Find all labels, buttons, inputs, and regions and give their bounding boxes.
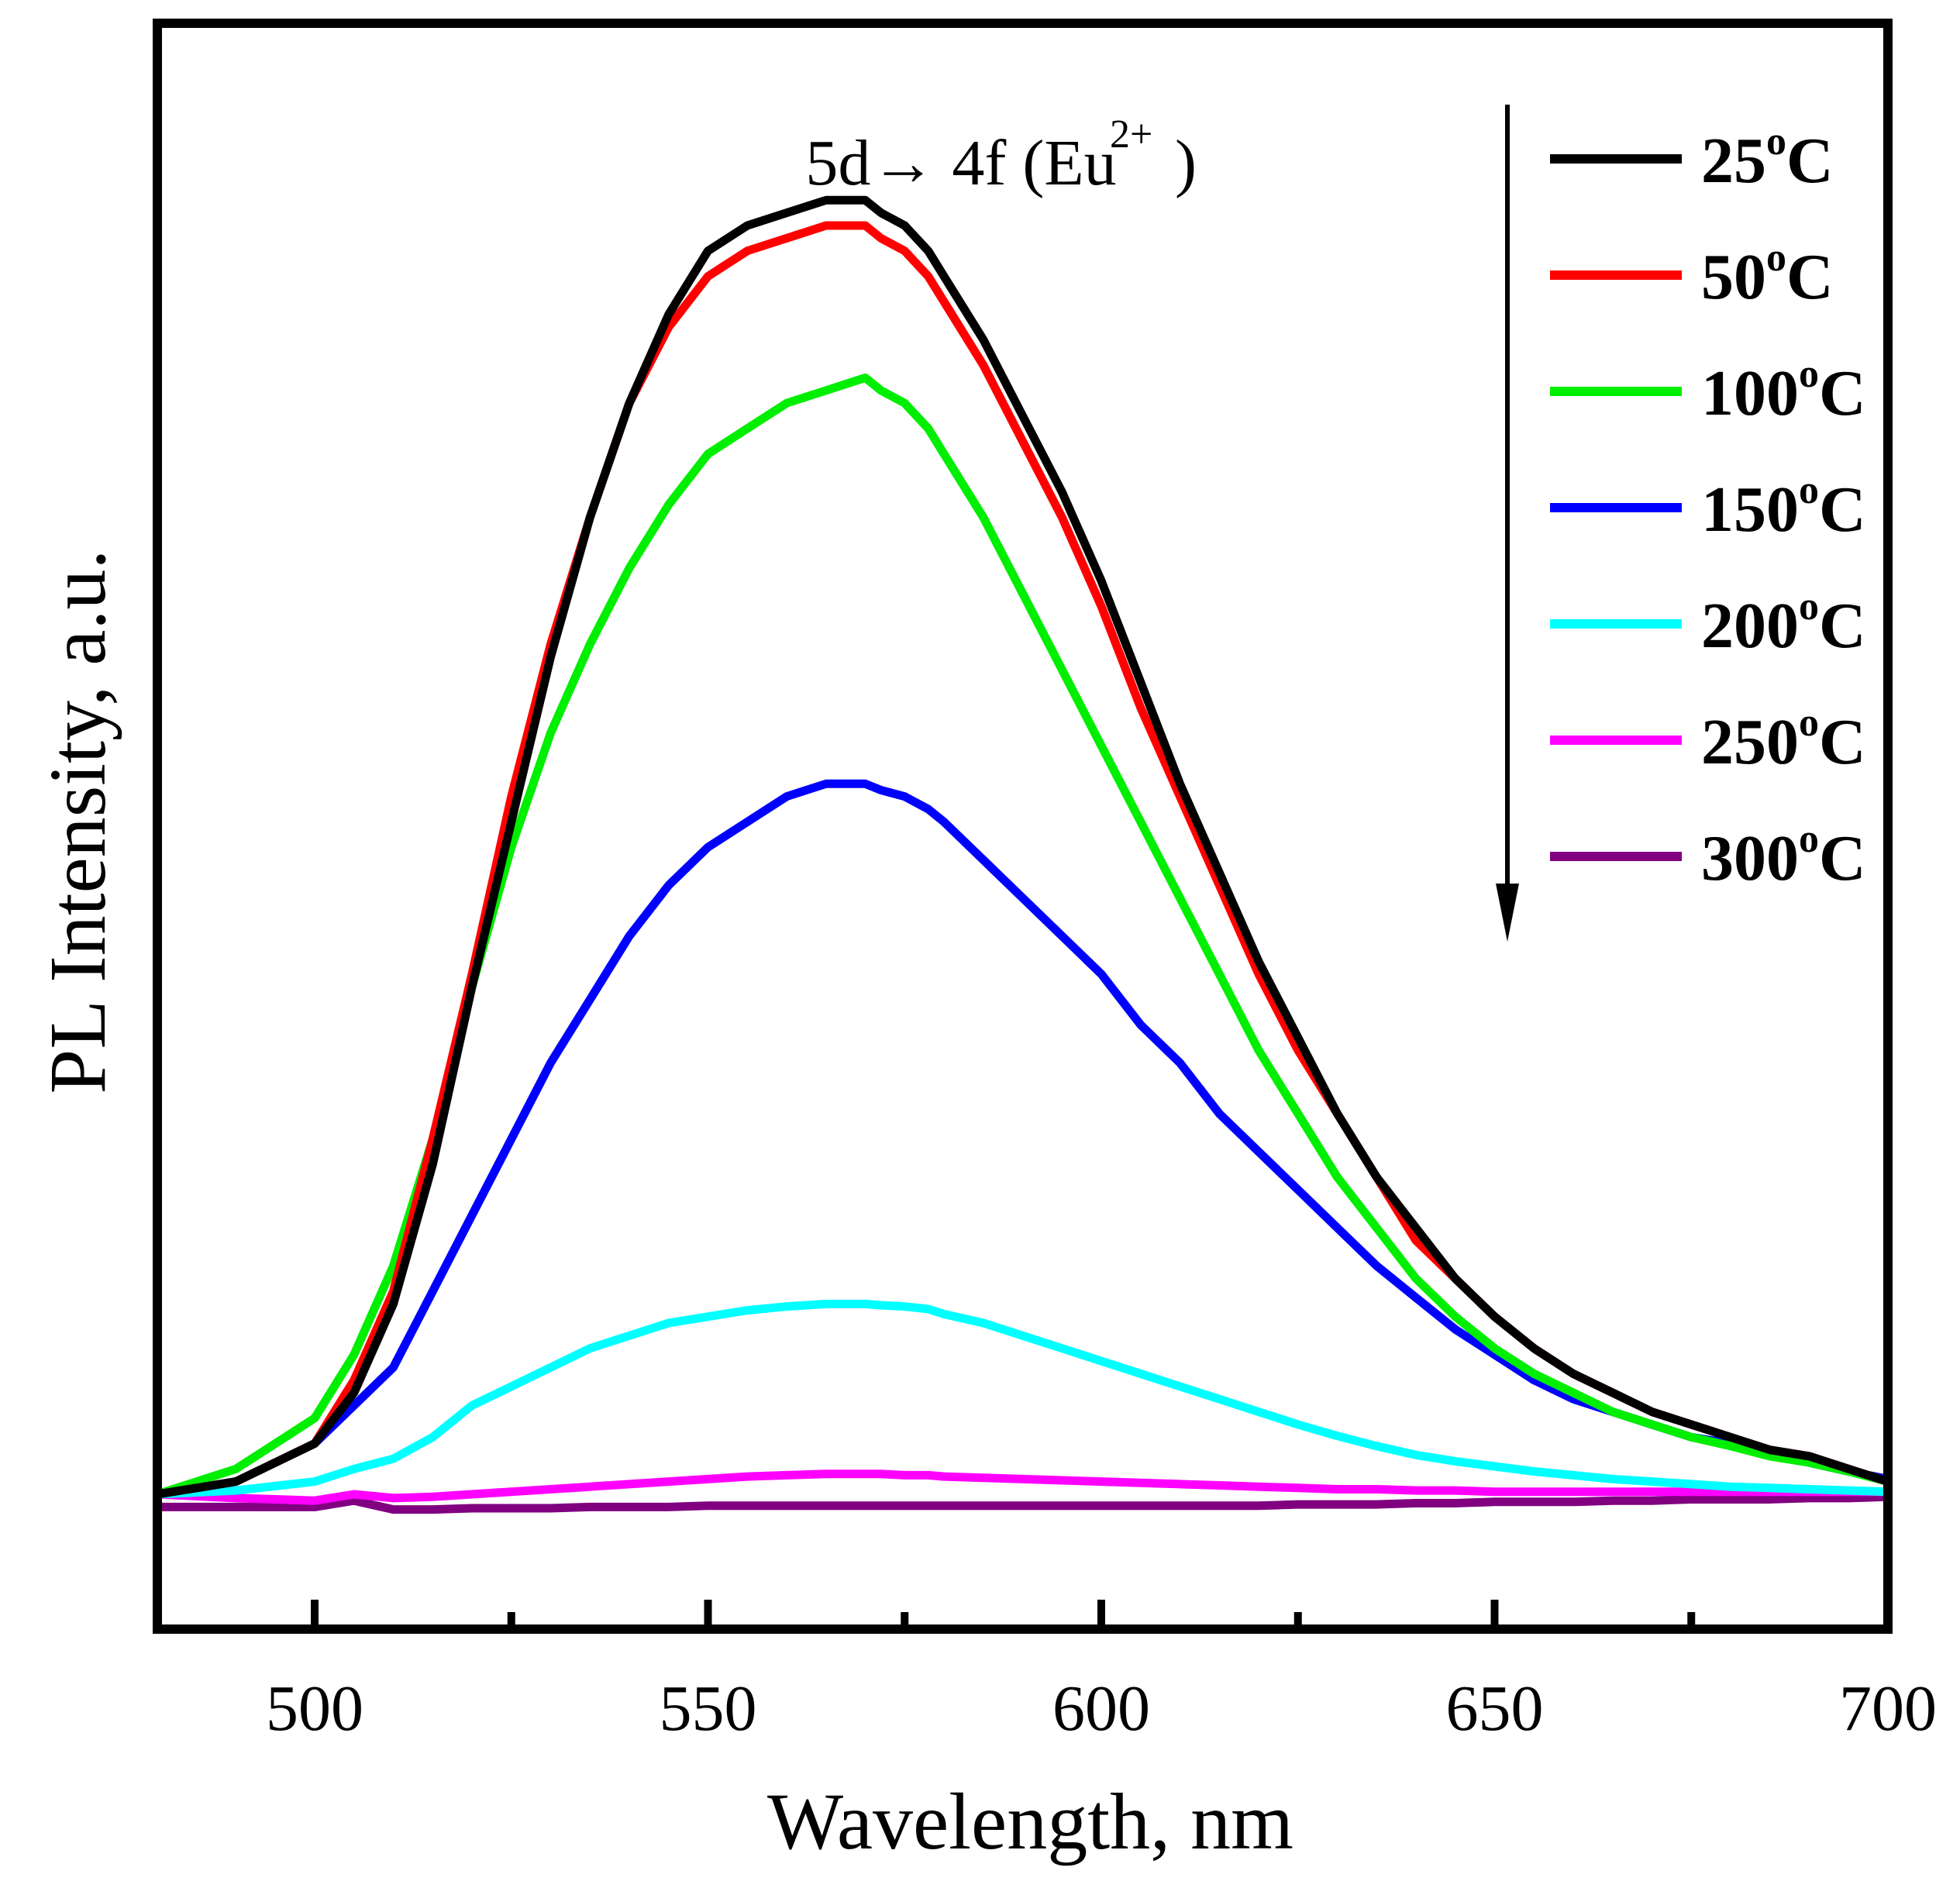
annotation: 5d→ 4f (Eu 2+ ) — [805, 112, 1197, 199]
annotation-close-paren: ) — [1175, 127, 1197, 199]
legend: 25oC 50oC 100oC 150oC 200oC 250oC 300oC — [1550, 119, 1866, 894]
plot-frame — [153, 19, 1893, 1634]
legend-label-300: 300oC — [1701, 817, 1866, 894]
annotation-superscript: 2+ — [1110, 112, 1152, 157]
legend-label-25: 25oC — [1701, 119, 1834, 197]
series-line-100 — [153, 373, 1893, 1499]
legend-label-50: 50oC — [1701, 236, 1834, 313]
x-tick-label: 500 — [266, 1673, 363, 1745]
legend-label-150: 150oC — [1701, 468, 1866, 546]
trend-arrow-head — [1496, 884, 1519, 942]
annotation-transition-text: 5d→ 4f (Eu — [805, 127, 1116, 199]
x-tick-label: 650 — [1446, 1673, 1544, 1745]
series-line-25 — [153, 195, 1893, 1499]
x-tick-label: 600 — [1052, 1673, 1150, 1745]
legend-label-250: 250oC — [1701, 701, 1866, 778]
series-line-250 — [153, 1469, 1893, 1505]
legend-label-200: 200oC — [1701, 584, 1866, 662]
x-tick-label: 700 — [1839, 1673, 1937, 1745]
x-axis-title: Wavelength, nm — [767, 1777, 1293, 1866]
x-tick-label: 550 — [660, 1673, 757, 1745]
series-layer — [153, 195, 1893, 1514]
legend-label-100: 100oC — [1701, 352, 1866, 429]
series-line-200 — [153, 1300, 1893, 1499]
x-axis-ticks: 500 550 600 650 700 — [266, 1600, 1937, 1745]
series-line-300 — [153, 1492, 1893, 1514]
series-line-150 — [153, 779, 1893, 1499]
trend-arrow — [1496, 105, 1519, 942]
y-axis-title: PL Intensity, a.u. — [33, 550, 122, 1094]
